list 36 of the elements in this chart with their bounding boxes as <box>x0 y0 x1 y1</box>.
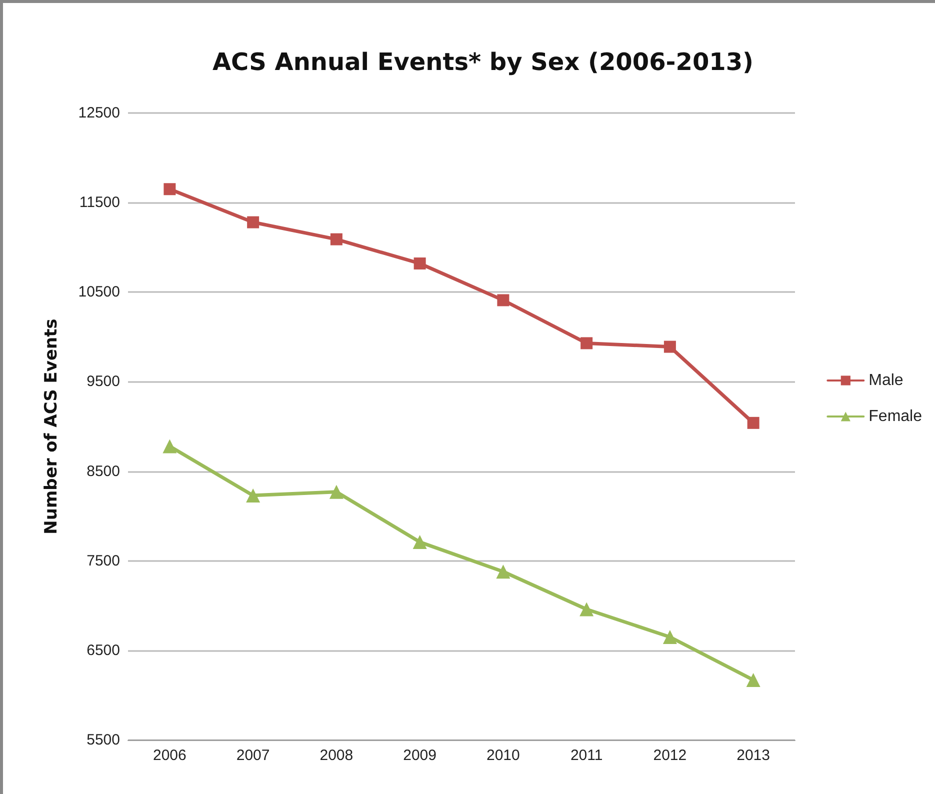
point <box>497 294 510 306</box>
point <box>580 602 594 616</box>
point <box>664 340 676 353</box>
chart-title: ACS Annual Events* by Sex (2006-2013) <box>212 48 754 76</box>
y-tick-label: 7500 <box>86 552 120 570</box>
x-tick-label: 2006 <box>153 747 186 764</box>
x-tick-label: 2008 <box>320 747 354 764</box>
y-tick-label: 5500 <box>86 732 120 748</box>
point <box>330 233 342 246</box>
point <box>414 257 426 270</box>
y-tick-label: 10500 <box>78 284 120 301</box>
legend-label: Female <box>868 408 922 425</box>
y-axis-title: Number of ACS Events <box>42 318 62 534</box>
x-tick-label: 2011 <box>570 747 603 764</box>
point <box>246 488 260 502</box>
point <box>746 672 760 687</box>
y-tick-label: 9500 <box>86 373 120 390</box>
legend-label: Male <box>868 372 904 389</box>
x-tick-label: 2013 <box>736 747 770 764</box>
x-tick-label: 2009 <box>403 747 436 764</box>
x-tick-label: 2012 <box>653 747 687 764</box>
point <box>662 630 677 644</box>
point <box>496 564 510 579</box>
point <box>164 183 176 196</box>
x-tick-label: 2007 <box>236 747 270 764</box>
y-tick-label: 6500 <box>86 642 120 659</box>
point <box>747 416 760 429</box>
point <box>412 535 427 550</box>
x-tick-label: 2010 <box>486 747 520 764</box>
point <box>162 439 177 454</box>
point <box>329 484 344 499</box>
y-tick-label: 12500 <box>78 104 120 122</box>
point <box>247 216 260 228</box>
point <box>580 337 593 350</box>
y-tick-label: 8500 <box>86 462 120 480</box>
y-tick-label: 11500 <box>79 194 120 212</box>
